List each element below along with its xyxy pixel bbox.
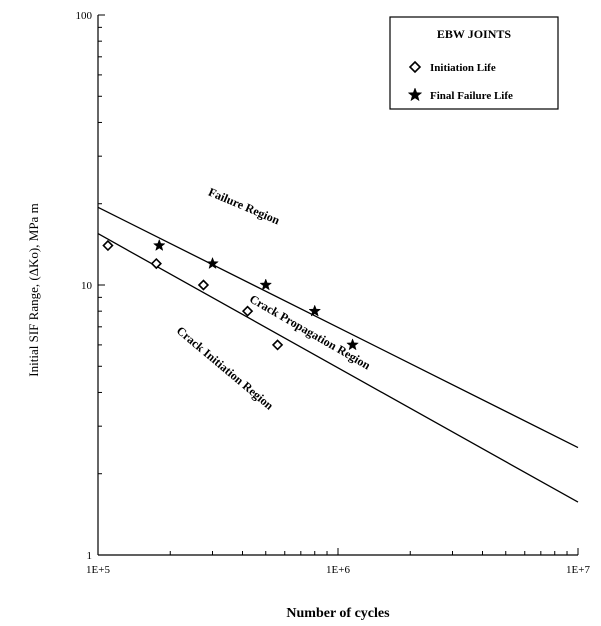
initiation-life-point	[271, 339, 284, 351]
y-tick-label: 100	[76, 10, 93, 22]
region-label: Crack Propagation Region	[247, 292, 373, 373]
legend: EBW JOINTS Initiation Life Final Failure L…	[389, 16, 559, 110]
x-axis-title: Number of cycles	[286, 606, 390, 621]
initiation-life-point	[241, 305, 254, 317]
trend-line	[97, 206, 579, 449]
final-failure-life-point	[308, 304, 322, 317]
legend-entry-final-failure: Final Failure Life	[430, 90, 513, 102]
initiation-life-point	[197, 279, 210, 291]
trend-line	[97, 233, 579, 503]
y-axis-title: Initial SIF Range, (ΔKo), MPa m	[26, 203, 41, 376]
y-tick-label: 10	[81, 280, 93, 292]
initiation-life-point	[150, 257, 162, 270]
initiation-life-point	[102, 239, 114, 252]
y-tick-label: 1	[87, 550, 93, 562]
final-failure-life-point	[152, 238, 166, 251]
legend-star-icon	[407, 87, 423, 102]
data-points	[102, 238, 359, 351]
final-failure-life-point	[259, 278, 273, 291]
x-tick-label: 1E+5	[86, 564, 110, 576]
x-tick-label: 1E+6	[326, 564, 350, 576]
region-label: Crack Initiation Region	[174, 323, 277, 412]
final-failure-life-point	[346, 338, 359, 351]
region-label: Failure Region	[206, 185, 282, 228]
legend-entry-initiation: Initiation Life	[430, 62, 496, 74]
legend-title: EBW JOINTS	[437, 27, 511, 41]
final-failure-life-point	[206, 256, 219, 270]
x-tick-label: 1E+7	[566, 564, 590, 576]
legend-diamond-icon	[408, 60, 422, 74]
fit-lines	[97, 206, 579, 503]
plot-axes: 1 10 100 1E+5 1E+6 1E+7	[76, 10, 591, 576]
region-labels: Failure Region Crack Propagation RegionCr…	[174, 185, 373, 413]
